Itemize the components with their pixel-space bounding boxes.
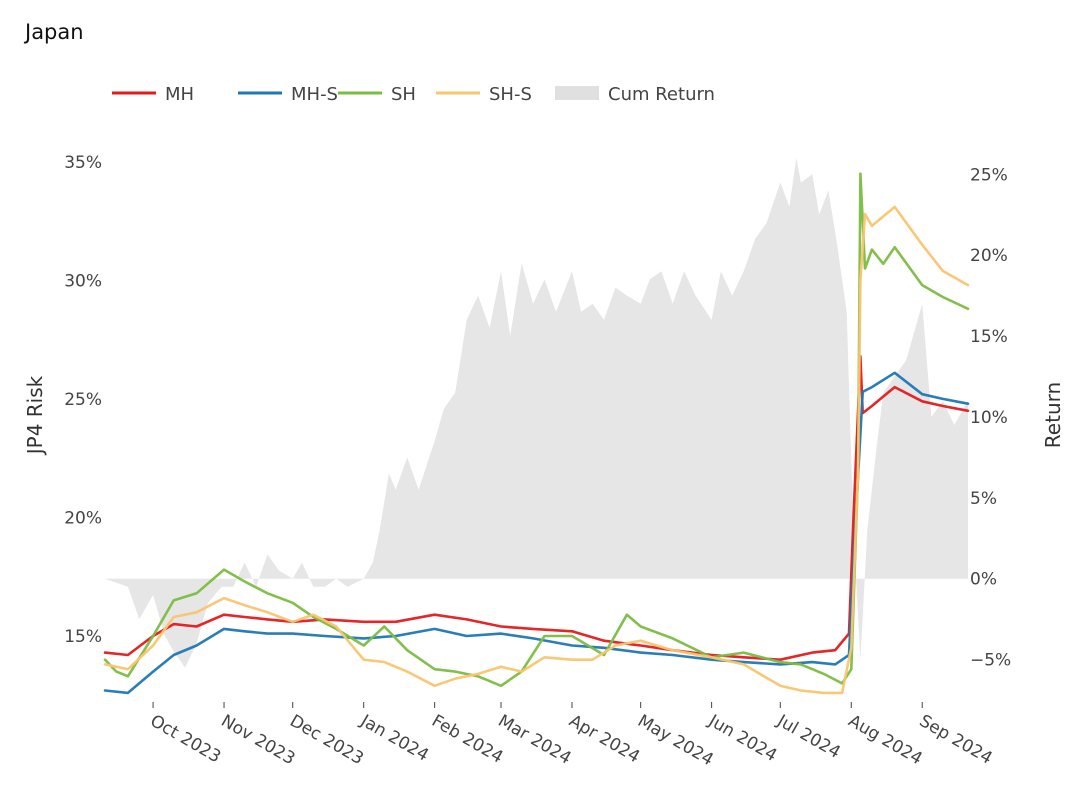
legend-label: Cum Return <box>608 84 715 105</box>
legend-label: SH-S <box>489 84 532 105</box>
x-tick-label: Oct 2023 <box>147 711 225 767</box>
y-axis-title: JP4 Risk <box>23 375 47 456</box>
legend: MH MH-S SH SH-S Cum Return <box>112 84 715 105</box>
y2-tick-label: 25% <box>970 165 1008 185</box>
y2-tick-label: 0% <box>970 570 997 590</box>
y-tick-label: 15% <box>64 627 102 647</box>
y2-tick-label: −5% <box>970 651 1011 671</box>
legend-label: MH-S <box>291 84 338 105</box>
left-axis-ticks: 15% 20% 25% 30% 35% <box>64 153 102 647</box>
y2-tick-label: 5% <box>970 489 997 509</box>
cum-return-area <box>105 158 968 668</box>
x-tick-label: Mar 2024 <box>495 711 575 769</box>
right-axis-ticks: −5% 0% 5% 10% 15% 20% 25% <box>970 165 1011 670</box>
x-tick-label: Feb 2024 <box>428 711 506 768</box>
x-tick-label: Sep 2024 <box>916 711 996 769</box>
x-tick-label: Aug 2024 <box>845 711 926 769</box>
x-tick-label: May 2024 <box>634 711 717 770</box>
y-tick-label: 30% <box>64 271 102 291</box>
y2-tick-label: 15% <box>970 327 1008 347</box>
legend-item-sh-s[interactable]: SH-S <box>436 84 532 105</box>
y2-tick-label: 10% <box>970 408 1008 428</box>
page-title: Japan <box>25 20 84 44</box>
legend-swatch <box>555 86 599 100</box>
legend-label: SH <box>391 84 416 105</box>
x-tick-label: Jan 2024 <box>356 711 432 766</box>
legend-item-cum-return[interactable]: Cum Return <box>555 84 715 105</box>
y-tick-label: 35% <box>64 153 102 173</box>
x-tick-label: Apr 2024 <box>565 711 643 767</box>
legend-item-mh-s[interactable]: MH-S <box>238 84 338 105</box>
cum-return-area-layer <box>105 158 968 668</box>
y-tick-label: 20% <box>64 508 102 528</box>
legend-label: MH <box>165 84 194 105</box>
series-lines-layer <box>103 172 970 695</box>
y2-axis-title: Return <box>1041 382 1065 448</box>
x-tick-label: Dec 2023 <box>286 711 367 769</box>
series-line-mh <box>103 354 970 662</box>
series-line-sh <box>103 172 970 688</box>
x-tick-label: Jul 2024 <box>773 711 844 763</box>
series-line-sh-s <box>103 205 970 695</box>
legend-item-mh[interactable]: MH <box>112 84 194 105</box>
y-tick-label: 25% <box>64 390 102 410</box>
x-tick-label: Jun 2024 <box>704 711 780 766</box>
legend-item-sh[interactable]: SH <box>338 84 416 105</box>
x-tick-label: Nov 2023 <box>218 711 299 769</box>
series-line-mh-s <box>103 371 970 695</box>
y2-tick-label: 20% <box>970 246 1008 266</box>
